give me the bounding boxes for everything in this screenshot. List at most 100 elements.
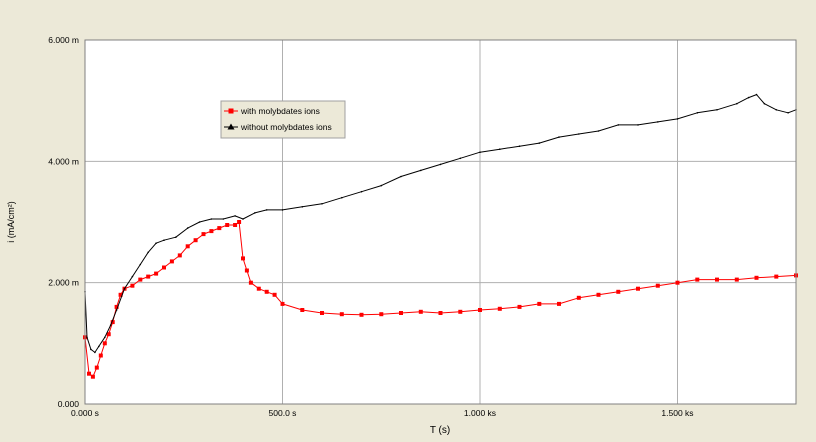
data-point — [578, 133, 580, 135]
data-point — [438, 311, 443, 315]
data-point — [763, 102, 766, 105]
data-point — [90, 348, 92, 351]
data-point — [517, 304, 522, 309]
data-point — [123, 287, 126, 290]
data-point — [265, 209, 268, 211]
data-point — [94, 365, 99, 370]
data-point — [87, 371, 91, 376]
data-point — [300, 308, 305, 312]
data-point — [736, 102, 738, 105]
data-point — [439, 163, 442, 166]
y-axis-label: i (mA/cm²) — [6, 201, 16, 243]
y-tick-label: 4.000 m — [48, 156, 79, 166]
y-tick-label: 0.000 — [58, 399, 80, 409]
data-point — [237, 220, 242, 224]
data-point — [104, 336, 106, 339]
x-tick-label: 500.0 s — [269, 408, 297, 418]
data-point — [198, 221, 201, 223]
data-point — [115, 309, 118, 311]
y-tick-label: 6.000 m — [48, 35, 79, 45]
data-point — [479, 151, 481, 153]
data-point — [755, 93, 758, 96]
data-point — [256, 286, 261, 291]
data-point — [576, 295, 581, 300]
data-point — [217, 226, 222, 231]
data-point — [193, 238, 198, 243]
data-point — [716, 109, 718, 111]
x-axis-label: T (s) — [430, 425, 450, 436]
data-point — [597, 130, 600, 132]
data-point — [380, 184, 383, 187]
data-point — [596, 292, 601, 297]
data-point — [696, 112, 699, 114]
data-point — [163, 239, 165, 241]
data-point — [102, 341, 107, 346]
data-point — [320, 311, 324, 315]
data-point — [557, 301, 561, 306]
legend-label-without: without molybdates ions — [240, 122, 332, 132]
data-point — [138, 277, 143, 282]
data-point — [695, 277, 700, 282]
data-point — [244, 268, 249, 273]
data-point — [106, 332, 111, 337]
data-point — [321, 203, 323, 205]
y-tick-label: 2.000 m — [48, 278, 79, 288]
data-point — [248, 280, 253, 285]
x-tick-label: 1.500 ks — [661, 408, 693, 418]
data-point — [558, 136, 560, 138]
data-point — [655, 283, 660, 288]
legend: with molybdates ions without molybdates … — [220, 100, 346, 139]
y-tick-labels: 0.000 2.000 m 4.000 m 6.000 m — [48, 35, 79, 409]
plot-area — [85, 40, 796, 404]
data-point — [201, 232, 206, 237]
data-point — [272, 292, 277, 297]
data-point — [301, 206, 304, 208]
data-point — [359, 312, 364, 317]
data-point — [109, 324, 112, 326]
data-point — [497, 306, 502, 311]
data-point — [241, 256, 245, 261]
legend-marker-without — [227, 123, 235, 130]
data-point — [418, 309, 423, 314]
data-point — [458, 309, 463, 314]
data-point — [676, 118, 679, 120]
x-tick-labels: 0.000 s 500.0 s 1.000 ks 1.500 ks — [71, 408, 694, 418]
data-point — [747, 96, 750, 99]
data-point — [379, 312, 384, 317]
data-point — [774, 274, 779, 279]
data-point — [518, 145, 521, 147]
data-point — [459, 157, 462, 160]
data-point — [90, 374, 95, 379]
data-point — [98, 353, 103, 358]
data-point — [787, 112, 789, 114]
data-point — [130, 283, 135, 288]
data-point — [98, 345, 100, 348]
legend-box — [220, 100, 346, 139]
data-point — [110, 320, 115, 325]
data-point — [185, 244, 190, 249]
data-point — [118, 292, 123, 297]
data-point — [94, 351, 96, 354]
data-point — [222, 218, 225, 220]
data-point — [339, 312, 344, 317]
data-point — [281, 209, 284, 211]
data-point — [400, 175, 402, 178]
data-point — [186, 227, 189, 229]
data-point — [225, 223, 230, 227]
data-point — [264, 289, 269, 294]
data-point — [775, 109, 778, 111]
x-tick-label: 1.000 ks — [464, 408, 496, 418]
data-point — [399, 311, 403, 315]
data-point — [715, 277, 719, 282]
data-point — [177, 253, 182, 258]
data-point — [360, 190, 363, 193]
data-point — [537, 301, 542, 306]
data-point — [139, 263, 142, 266]
data-point — [478, 308, 482, 312]
data-point — [675, 280, 680, 285]
data-point — [499, 148, 501, 150]
data-point — [242, 218, 244, 220]
data-point — [233, 223, 238, 227]
